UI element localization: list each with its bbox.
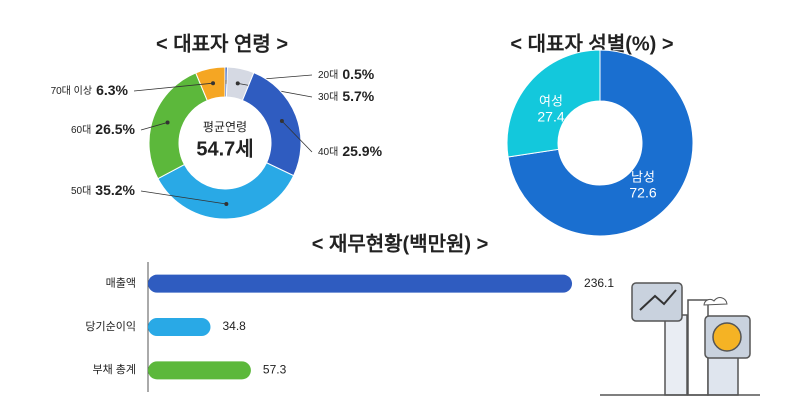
bar-value: 34.8 [223, 319, 247, 333]
bar [148, 274, 573, 293]
bar-value: 57.3 [263, 363, 287, 377]
category: 50대 [71, 185, 91, 197]
age-title: < 대표자 연령 > [156, 32, 288, 55]
bar [148, 318, 211, 336]
donut-slice [157, 162, 295, 220]
donut-slice [507, 49, 694, 237]
bar-category: 부채 총계 [92, 363, 136, 376]
bar-value: 236.1 [584, 276, 614, 290]
category: 40대 [318, 146, 338, 158]
category: 30대 [318, 91, 338, 103]
slice-label: 30대 5.7% [318, 88, 375, 104]
donut-slice [506, 49, 601, 158]
value-label: 35.2% [95, 182, 135, 198]
value-label: 0.5% [342, 66, 374, 82]
category: 60대 [71, 124, 91, 136]
slice-label: 60대 26.5% [71, 121, 136, 137]
center-label: 평균연령 [203, 120, 247, 134]
bar [148, 361, 251, 380]
bar-category: 당기순이익 [85, 320, 136, 333]
leader-line [140, 122, 168, 131]
leader-dot [165, 120, 170, 125]
slice-category: 남성 [631, 169, 655, 184]
leader-dot [211, 81, 216, 86]
category: 20대 [318, 69, 338, 81]
leader-line [281, 120, 313, 153]
value-label: 6.3% [96, 82, 128, 98]
finance-title: < 재무현황(백만원) > [312, 232, 489, 255]
leader-line [133, 82, 214, 92]
slice-label: 50대 35.2% [71, 182, 136, 198]
slice-label: 70대 이상 6.3% [51, 82, 129, 98]
slice-label: 20대 0.5% [318, 66, 375, 82]
value-label: 25.9% [342, 143, 382, 159]
center-value: 54.7세 [196, 137, 253, 160]
slice-value: 72.6 [629, 185, 656, 201]
leader-dot [279, 119, 284, 124]
leader-line [140, 190, 227, 205]
illustration [600, 282, 760, 396]
slice-category: 여성 [539, 93, 563, 108]
slice-label: 40대 25.9% [318, 143, 383, 159]
value-label: 26.5% [95, 121, 135, 137]
leader-dot [224, 201, 229, 206]
category: 70대 이상 [51, 85, 93, 97]
value-label: 5.7% [342, 88, 374, 104]
gender-title: < 대표자 성별(%) > [510, 32, 673, 55]
leader-dot [235, 81, 240, 86]
bar-category: 매출액 [106, 277, 136, 290]
slice-value: 27.4 [537, 109, 564, 125]
